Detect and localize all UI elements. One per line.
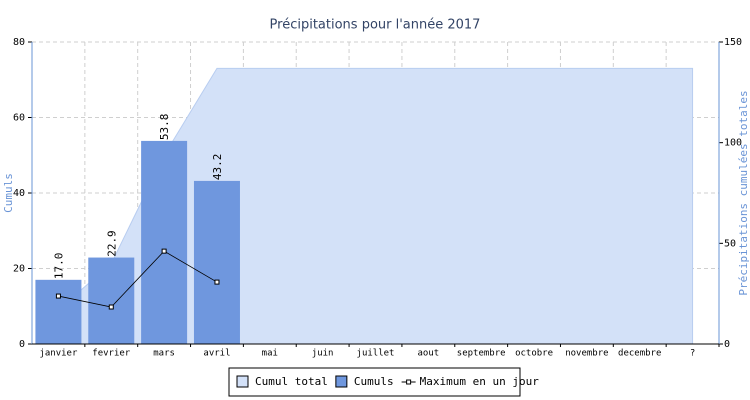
x-tick-label: mai xyxy=(262,349,278,359)
x-tick-label: octobre xyxy=(515,349,553,359)
bar xyxy=(141,140,188,344)
y-tick-label: 60 xyxy=(13,113,25,124)
chart-title: Précipitations pour l'année 2017 xyxy=(270,18,481,33)
legend-swatch xyxy=(335,375,348,388)
y2-tick-label: 0 xyxy=(724,339,730,350)
x-tick-label: avril xyxy=(203,349,230,359)
line-marker xyxy=(161,248,167,254)
x-tick-label: aout xyxy=(418,349,440,359)
x-tick-label: ? xyxy=(690,349,695,359)
y-axis-label: Cumuls xyxy=(2,173,15,213)
x-tick-label: juin xyxy=(312,349,334,359)
value-label: 17.0 xyxy=(52,253,65,280)
x-tick-label: mars xyxy=(153,349,175,359)
y2-tick-label: 100 xyxy=(724,138,742,149)
x-tick-label: janvier xyxy=(39,349,78,359)
value-label: 22.9 xyxy=(105,230,118,257)
legend-swatch xyxy=(236,375,249,388)
y-tick-label: 20 xyxy=(13,264,25,275)
x-tick-label: novembre xyxy=(565,349,608,359)
line-marker xyxy=(55,293,61,299)
y-tick-label: 40 xyxy=(13,188,25,199)
legend-swatch xyxy=(406,379,412,385)
x-tick-label: decembre xyxy=(618,349,661,359)
x-tick-label: fevrier xyxy=(92,349,131,359)
value-label: 43.2 xyxy=(211,154,224,181)
bar xyxy=(35,279,82,344)
y-tick-label: 80 xyxy=(13,37,25,48)
legend-box xyxy=(228,367,521,397)
x-tick-label: juillet xyxy=(357,349,395,359)
x-tick-label: septembre xyxy=(457,349,506,359)
y2-tick-label: 50 xyxy=(724,238,736,249)
legend-label: Maximum en un jour xyxy=(420,375,540,388)
bar xyxy=(193,180,240,344)
legend-label: Cumul total xyxy=(255,375,328,388)
legend-label: Cumuls xyxy=(354,375,394,388)
y-tick-label: 0 xyxy=(19,339,25,350)
y2-tick-label: 150 xyxy=(724,37,742,48)
line-marker xyxy=(214,279,220,285)
y2-axis-label: Précipitations cumulées totales xyxy=(737,90,750,295)
line xyxy=(58,250,218,308)
line-marker xyxy=(108,304,114,310)
bar xyxy=(88,257,135,344)
value-label: 53.8 xyxy=(158,114,171,141)
